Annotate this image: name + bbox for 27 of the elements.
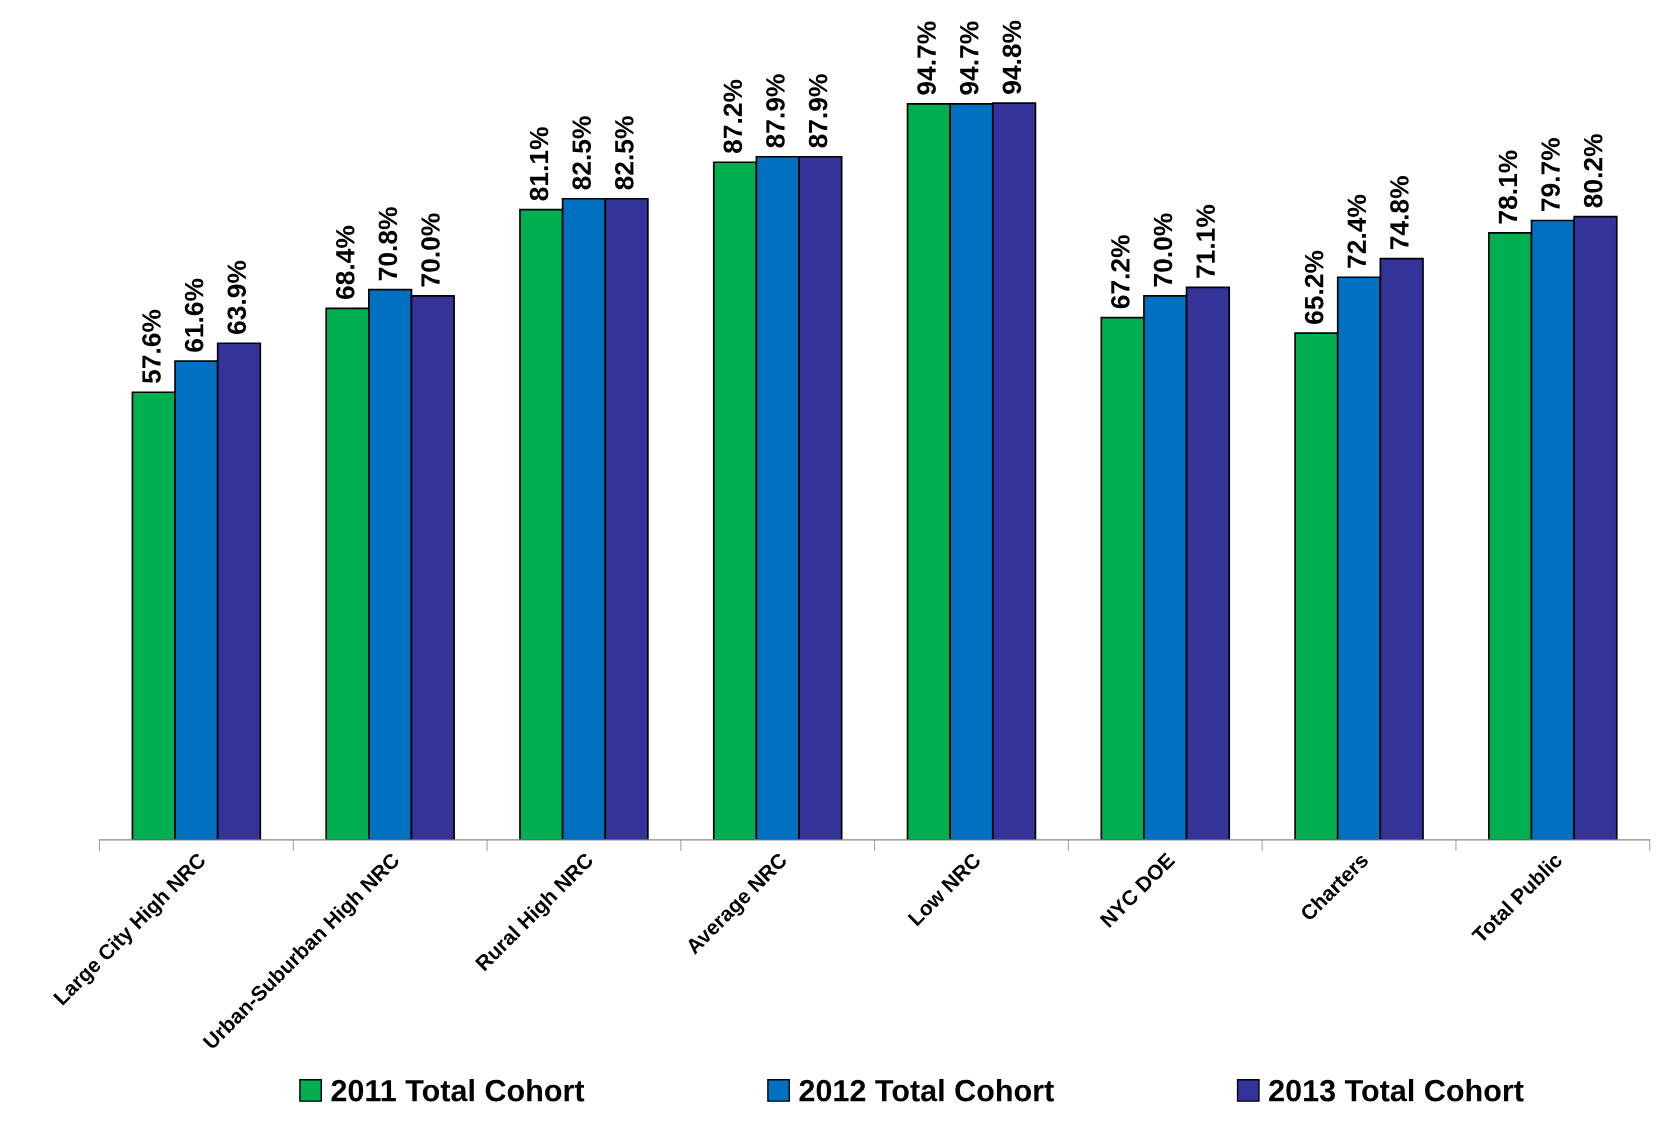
data-label: 70.0% xyxy=(421,213,440,287)
data-label: 57.6% xyxy=(142,309,161,384)
data-label: 74.8% xyxy=(1390,176,1409,250)
legend-label: 2011 Total Cohort xyxy=(331,1079,585,1102)
data-label: 65.2% xyxy=(1304,250,1324,324)
data-label: 70.8% xyxy=(378,207,398,281)
data-label: 94.7% xyxy=(917,21,936,95)
data-label: 67.2% xyxy=(1111,235,1130,309)
data-label: 78.1% xyxy=(1498,150,1518,224)
data-label: 61.6% xyxy=(184,278,204,352)
data-label: 72.4% xyxy=(1347,194,1367,268)
data-label: 82.5% xyxy=(614,116,634,190)
data-label: 70.0% xyxy=(1153,213,1173,287)
data-label: 71.1% xyxy=(1196,204,1215,278)
data-label: 94.8% xyxy=(1002,20,1022,94)
data-label: 87.2% xyxy=(723,79,743,154)
data-label: 82.5% xyxy=(572,116,592,190)
data-label: 63.9% xyxy=(227,260,247,334)
data-label: 81.1% xyxy=(529,127,549,201)
legend-label: 2012 Total Cohort xyxy=(799,1079,1054,1102)
data-label: 79.7% xyxy=(1541,138,1560,212)
data-label: 68.4% xyxy=(335,225,355,300)
data-label: 80.2% xyxy=(1583,134,1603,208)
legend-label: 2013 Total Cohort xyxy=(1269,1079,1524,1102)
data-label: 94.7% xyxy=(959,21,979,95)
data-label: 87.9% xyxy=(808,74,828,148)
data-label: 87.9% xyxy=(766,74,785,148)
